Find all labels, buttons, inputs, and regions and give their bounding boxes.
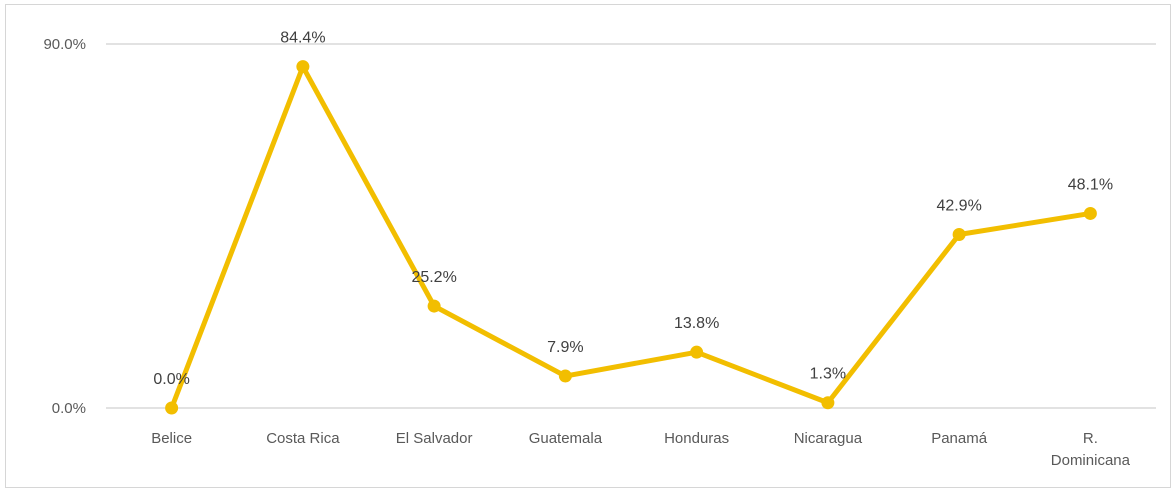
data-label: 25.2% — [411, 269, 456, 286]
chart-frame: 0.0% 90.0% Belice Costa Rica El Salvador Gua… — [5, 4, 1171, 488]
y-tick-label: 0.0% — [52, 400, 86, 417]
gridlines — [106, 43, 1156, 409]
data-label: 0.0% — [153, 371, 189, 388]
data-point — [690, 345, 704, 359]
data-point — [1083, 206, 1097, 220]
y-tick-label: 90.0% — [43, 36, 86, 53]
x-category-label: Nicaragua — [794, 430, 863, 447]
series — [165, 60, 1097, 415]
data-point — [165, 401, 179, 415]
data-point — [952, 227, 966, 241]
x-category-label: R. Dominicana — [1051, 430, 1131, 469]
data-point — [558, 369, 572, 383]
data-point — [821, 396, 835, 410]
data-label: 7.9% — [547, 339, 583, 356]
x-category-label: Belice — [151, 430, 192, 447]
data-labels: 0.0% 84.4% 25.2% 7.9% 13.8% 1.3% 42.9% 48.1% — [153, 30, 1113, 388]
x-category-label: Guatemala — [529, 430, 603, 447]
x-category-label: Costa Rica — [266, 430, 340, 447]
line-chart: 0.0% 90.0% Belice Costa Rica El Salvador Gua… — [43, 30, 1156, 469]
data-label: 84.4% — [280, 30, 325, 47]
data-point — [296, 60, 310, 74]
x-axis-categories: Belice Costa Rica El Salvador Guatemala Hond… — [151, 430, 1130, 469]
data-point — [427, 299, 441, 313]
x-category-label: El Salvador — [396, 430, 473, 447]
y-axis-ticks: 0.0% 90.0% — [43, 36, 86, 417]
data-label: 1.3% — [810, 366, 846, 383]
series-line — [169, 64, 1093, 411]
data-label: 42.9% — [936, 197, 981, 214]
data-label: 13.8% — [674, 315, 719, 332]
data-label: 48.1% — [1068, 176, 1113, 193]
x-category-label: Panamá — [931, 430, 988, 447]
x-category-label: Honduras — [664, 430, 729, 447]
